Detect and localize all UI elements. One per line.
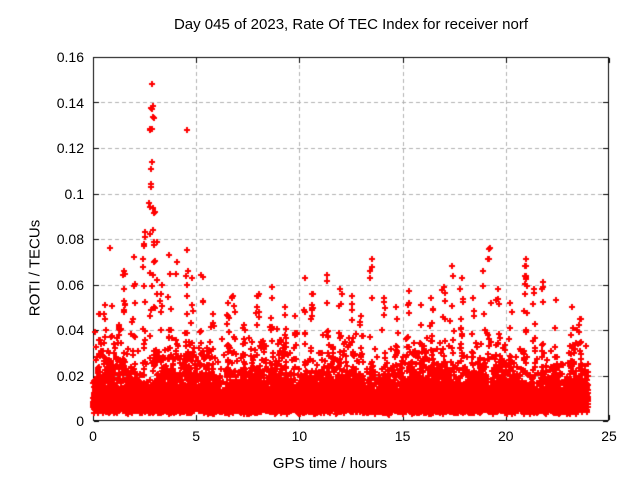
y-tick-label: 0.1 xyxy=(64,185,84,202)
y-tick-label: 0.12 xyxy=(56,140,84,156)
y-tick-label: 0 xyxy=(76,413,84,429)
chart-title: Day 045 of 2023, Rate Of TEC Index for r… xyxy=(173,16,529,33)
x-tick-label: 0 xyxy=(89,428,97,444)
y-tick-label: 0.04 xyxy=(56,322,84,338)
x-axis-title: GPS time / hours xyxy=(272,455,388,472)
y-tick-label: 0.08 xyxy=(56,231,84,247)
x-tick-label: 10 xyxy=(291,428,308,444)
y-tick-label: 0.14 xyxy=(56,94,84,111)
x-tick-label: 15 xyxy=(394,428,411,444)
x-tick-label: 25 xyxy=(601,428,617,444)
x-tick-label: 5 xyxy=(192,428,201,444)
y-tick-label: 0.06 xyxy=(56,276,84,293)
x-tick-label: 20 xyxy=(498,428,514,444)
y-tick-label: 0.16 xyxy=(56,49,84,65)
y-tick-label: 0.02 xyxy=(56,367,84,384)
